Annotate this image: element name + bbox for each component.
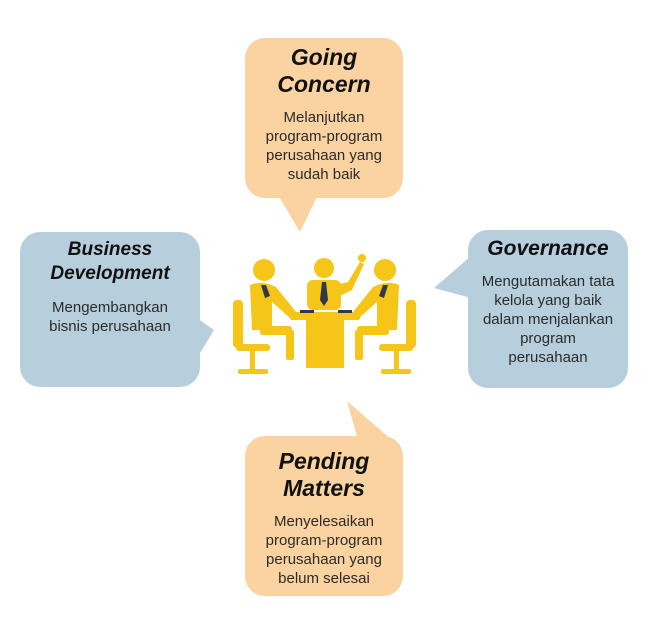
node-description: Melanjutkan program-program perusahaan y… (265, 109, 383, 183)
node-title: Going Concern (277, 44, 371, 97)
bubble-bottom (245, 401, 403, 596)
business-meeting-icon (233, 254, 416, 374)
node-governance: Governance Mengutamakan tata kelola yang… (468, 236, 628, 367)
node-going-concern: Going Concern Melanjutkan program-progra… (245, 40, 403, 184)
node-description: Mengembangkan bisnis perusahaan (49, 299, 171, 335)
node-title: Pending Matters (278, 448, 370, 501)
node-title: Governance (487, 237, 609, 260)
node-description: Menyelesaikan program-program perusahaan… (265, 513, 383, 587)
bubble-right (434, 230, 628, 388)
node-title: Business Development (50, 239, 170, 284)
bubble-left (20, 232, 214, 387)
bubble-top (245, 38, 403, 232)
node-description: Mengutamakan tata kelola yang baik dalam… (481, 273, 615, 366)
node-pending-matters: Pending Matters Menyelesaikan program-pr… (245, 444, 403, 588)
node-business-development: Business Development Mengembangkan bisni… (20, 238, 200, 336)
